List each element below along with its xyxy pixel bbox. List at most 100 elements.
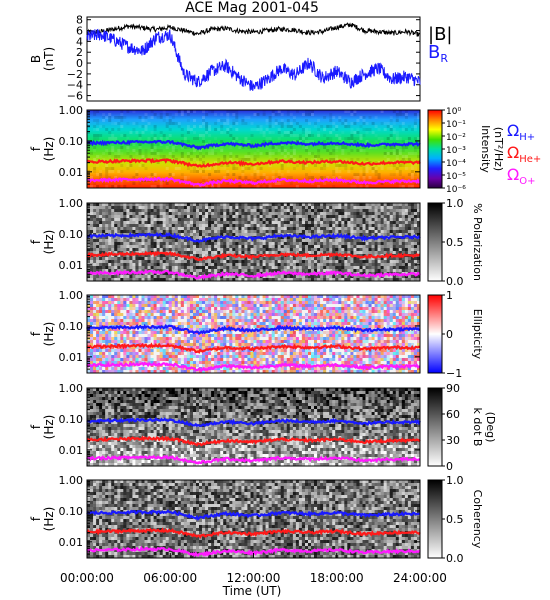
spectrogram-cell: [111, 227, 115, 231]
spectrogram-cell: [108, 218, 112, 222]
spectrogram-cell: [144, 224, 148, 228]
spectrogram-cell: [174, 251, 179, 255]
spectrogram-cell: [129, 239, 133, 243]
spectrogram-cell: [123, 203, 127, 207]
spectrogram-cell: [280, 125, 284, 128]
spectrogram-cell: [144, 275, 148, 279]
spectrogram-cell: [283, 218, 288, 222]
spectrogram-cell: [111, 146, 115, 149]
spectrogram-cell: [229, 212, 233, 216]
spectrogram-cell: [229, 260, 233, 264]
spectrogram-cell: [274, 269, 278, 273]
spectrogram-cell: [295, 224, 300, 228]
spectrogram-cell: [93, 185, 97, 188]
spectrogram-cell: [359, 137, 363, 140]
spectrogram-cell: [301, 146, 305, 149]
spectrogram-cell: [93, 134, 97, 137]
spectrogram-cell: [371, 269, 375, 273]
spectrogram-cell: [350, 263, 354, 267]
spectrogram-cell: [308, 176, 311, 179]
spectrogram-cell: [417, 215, 421, 219]
spectrogram-cell: [380, 209, 384, 213]
spectrogram-cell: [323, 206, 327, 210]
spectrogram-cell: [247, 215, 251, 219]
spectrogram-cell: [196, 266, 200, 270]
spectrogram-cell: [238, 215, 242, 219]
spectrogram-cell: [199, 263, 203, 267]
spectrogram-cell: [286, 203, 291, 207]
spectrogram-cell: [126, 149, 130, 152]
spectrogram-cell: [132, 260, 136, 264]
spectrogram-cell: [90, 221, 94, 225]
spectrogram-cell: [371, 146, 375, 149]
spectrogram-cell: [329, 224, 333, 228]
spectrogram-cell: [332, 212, 336, 216]
spectrogram-cell: [377, 215, 381, 219]
spectrogram-cell: [380, 263, 384, 267]
spectrogram-cell: [238, 278, 242, 282]
spectrogram-cell: [123, 346, 127, 350]
spectrogram-cell: [117, 349, 121, 353]
spectrogram-cell: [262, 242, 266, 246]
spectrogram-cell: [129, 358, 133, 362]
spectrogram-cell: [153, 113, 157, 116]
spectrogram-cell: [323, 209, 327, 213]
spectrogram-cell: [96, 128, 100, 131]
spectrogram-cell: [323, 182, 327, 185]
spectrogram-cell: [162, 206, 166, 210]
spectrogram-cell: [135, 364, 139, 368]
spectrogram-cell: [174, 113, 178, 116]
spectrogram-cell: [126, 367, 130, 371]
spectrogram-cell: [183, 355, 188, 359]
spectrogram-cell: [171, 349, 176, 353]
spectrogram-cell: [105, 275, 109, 279]
spectrogram-cell: [126, 236, 130, 240]
spectrogram-cell: [347, 263, 351, 267]
spectrogram-cell: [153, 242, 157, 246]
spectrogram-cell: [177, 278, 182, 282]
spectrogram-cell: [401, 209, 406, 213]
spectrogram-cell: [171, 266, 176, 270]
spectrogram-cell: [196, 272, 200, 276]
spectrogram-cell: [238, 176, 242, 179]
spectrogram-cell: [150, 212, 154, 216]
spectrogram-cell: [189, 152, 193, 155]
spectrogram-cell: [292, 215, 297, 219]
spectrogram-cell: [232, 140, 236, 143]
spectrogram-cell: [193, 295, 197, 299]
spectrogram-cell: [413, 146, 417, 149]
spectrogram-cell: [295, 215, 300, 219]
spectrogram-cell: [301, 263, 306, 267]
spectrogram-cell: [111, 322, 115, 326]
spectrogram-cell: [365, 269, 369, 273]
spectrogram-cell: [144, 346, 148, 350]
spectrogram-cell: [150, 209, 154, 213]
spectrogram-cell: [226, 128, 230, 131]
spectrogram-cell: [111, 221, 115, 225]
spectrogram-cell: [189, 298, 194, 302]
spectrogram-cell: [153, 125, 157, 128]
spectrogram-cell: [159, 266, 163, 270]
spectrogram-cell: [138, 316, 142, 320]
spectrogram-cell: [335, 260, 339, 264]
spectrogram-cell: [147, 203, 151, 207]
spectrogram-cell: [177, 340, 182, 344]
spectrogram-cell: [265, 137, 269, 140]
spectrogram-cell: [123, 263, 127, 267]
spectrogram-cell: [259, 152, 263, 155]
spectrogram-cell: [268, 224, 272, 228]
spectrogram-cell: [268, 116, 272, 119]
spectrogram-cell: [156, 209, 160, 213]
spectrogram-cell: [90, 328, 94, 332]
spectrogram-cell: [205, 206, 209, 210]
spectrogram-cell: [229, 263, 233, 267]
spectrogram-cell: [298, 224, 303, 228]
spectrogram-cell: [329, 257, 333, 261]
spectrogram-cell: [326, 149, 330, 152]
spectrogram-cell: [350, 167, 354, 170]
spectrogram-cell: [144, 266, 148, 270]
spectrogram-cell: [196, 209, 200, 213]
spectrogram-cell: [262, 134, 266, 137]
spectrogram-cell: [111, 257, 115, 261]
spectrogram-cell: [314, 257, 318, 261]
